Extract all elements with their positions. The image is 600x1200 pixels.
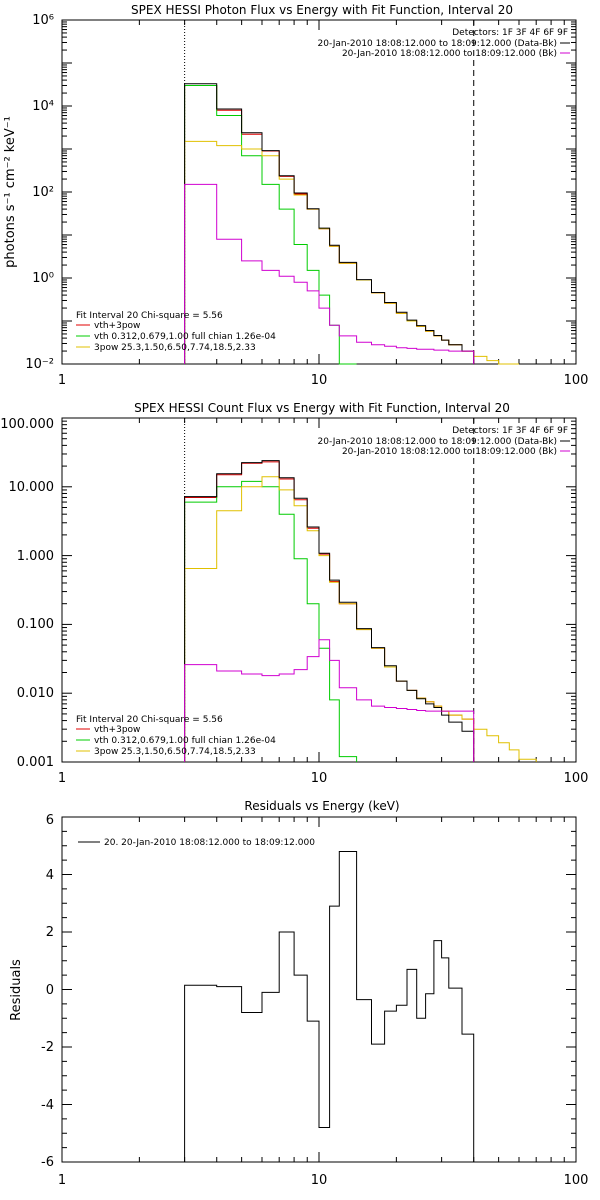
series-vth-3pow (184, 461, 475, 762)
y-tick-label: 1.000 (17, 549, 54, 564)
residuals-title: Residuals vs Energy (keV) (244, 799, 399, 813)
series-bk (184, 639, 475, 762)
y-tick-label: -6 (41, 1155, 54, 1170)
y-tick-label: 10⁶ (32, 13, 54, 28)
fit-label-vth: vth 0.312,0.679,1.00 full chian 1.26e-04 (94, 332, 276, 342)
series-data-bk (184, 460, 475, 762)
count-flux-series (184, 418, 537, 762)
count-flux-fit-legend: Fit Interval 20 Chi-square = 5.56 vth+3p… (76, 715, 276, 757)
bk-label: 20-Jan-2010 18:08:12.000 to 18:09:12.000… (342, 447, 557, 457)
count-flux-info-box: Detectors: 1F 3F 4F 6F 9F 20-Jan-2010 18… (318, 426, 570, 457)
y-tick-label: 0.001 (17, 755, 54, 770)
photon-flux-series (184, 20, 519, 365)
x-tick-label: 1 (58, 373, 66, 388)
series-residuals (184, 851, 475, 1162)
x-tick-label: 1 (58, 1173, 66, 1188)
count-flux-y-tick-labels: 0.001 0.010 0.100 1.000 10.000 100.000 (0, 417, 54, 770)
residuals-series (184, 851, 475, 1162)
detectors-label: Detectors: 1F 3F 4F 6F 9F (452, 28, 568, 38)
y-tick-label: 4 (46, 868, 54, 883)
x-tick-label: 10 (311, 771, 328, 786)
series-data-bk (184, 83, 475, 364)
fit-label-3pow: 3pow 25.3,1.50,6.50,7.74,18.5,2.33 (94, 343, 256, 353)
x-tick-label: 1 (58, 771, 66, 786)
series-vth (184, 85, 357, 365)
residuals-x-tick-labels: 1 10 100 (58, 1173, 589, 1188)
count-flux-x-tick-labels: 1 10 100 (58, 771, 589, 786)
photon-flux-y-axis-label: photons s⁻¹ cm⁻² keV⁻¹ (3, 116, 18, 268)
x-tick-label: 100 (564, 771, 589, 786)
x-tick-label: 10 (311, 373, 328, 388)
photon-flux-ticks (61, 19, 577, 365)
series-3pow (184, 476, 537, 762)
fit-label-vth-3pow: vth+3pow (94, 725, 140, 735)
photon-flux-x-tick-labels: 1 10 100 (58, 373, 589, 388)
residuals-y-tick-labels: -6 -4 -2 0 2 4 6 (41, 813, 54, 1170)
x-tick-label: 100 (564, 1173, 589, 1188)
y-tick-label: 100.000 (0, 417, 54, 432)
y-tick-label: 0.100 (17, 617, 54, 632)
bk-label: 20-Jan-2010 18:08:12.000 to 18:09:12.000… (342, 49, 557, 59)
y-tick-label: 10⁴ (32, 99, 54, 114)
data-bk-label: 20-Jan-2010 18:08:12.000 to 18:09:12.000… (318, 437, 557, 447)
residuals-panel: Residuals vs Energy (keV) -6 -4 -2 0 2 4… (9, 799, 588, 1188)
fit-header: Fit Interval 20 Chi-square = 5.56 (76, 311, 223, 321)
photon-flux-title: SPEX HESSI Photon Flux vs Energy with Fi… (131, 3, 513, 17)
photon-flux-panel: SPEX HESSI Photon Flux vs Energy with Fi… (3, 3, 588, 388)
detectors-label: Detectors: 1F 3F 4F 6F 9F (452, 426, 568, 436)
y-tick-label: 10.000 (9, 480, 55, 495)
residuals-legend: 20. 20-Jan-2010 18:08:12.000 to 18:09:12… (78, 838, 315, 848)
series-bk (184, 183, 475, 364)
x-tick-label: 10 (311, 1173, 328, 1188)
y-tick-label: 10⁰ (32, 271, 54, 286)
y-tick-label: -2 (41, 1040, 54, 1055)
photon-flux-info-box: Detectors: 1F 3F 4F 6F 9F 20-Jan-2010 18… (318, 28, 570, 59)
y-tick-label: -4 (41, 1098, 54, 1113)
fit-label-vth-3pow: vth+3pow (94, 321, 140, 331)
x-tick-label: 100 (564, 373, 589, 388)
y-tick-label: 10⁻² (25, 357, 54, 372)
count-flux-title: SPEX HESSI Count Flux vs Energy with Fit… (134, 401, 510, 415)
residuals-legend-label: 20. 20-Jan-2010 18:08:12.000 to 18:09:12… (104, 838, 315, 848)
residuals-y-axis-label: Residuals (9, 959, 24, 1021)
photon-flux-y-tick-labels: 10⁻² 10⁰ 10² 10⁴ 10⁶ (25, 13, 54, 372)
data-bk-label: 20-Jan-2010 18:08:12.000 to 18:09:12.000… (318, 39, 557, 49)
y-tick-label: 6 (46, 813, 54, 828)
residuals-ticks (61, 816, 577, 1163)
fit-label-3pow: 3pow 25.3,1.50,6.50,7.74,18.5,2.33 (94, 747, 256, 757)
photon-flux-fit-legend: Fit Interval 20 Chi-square = 5.56 vth+3p… (76, 311, 276, 353)
fit-label-vth: vth 0.312,0.679,1.00 full chian 1.26e-04 (94, 736, 276, 746)
y-tick-label: 0 (46, 983, 54, 998)
series-3pow (184, 140, 519, 365)
y-tick-label: 0.010 (17, 686, 54, 701)
y-tick-label: 2 (46, 925, 54, 940)
series-vth (184, 480, 358, 762)
count-flux-ticks (61, 417, 577, 763)
fit-header: Fit Interval 20 Chi-square = 5.56 (76, 715, 223, 725)
y-tick-label: 10² (32, 185, 54, 200)
count-flux-panel: SPEX HESSI Count Flux vs Energy with Fit… (0, 401, 588, 786)
count-flux-plot-frame (61, 417, 577, 763)
